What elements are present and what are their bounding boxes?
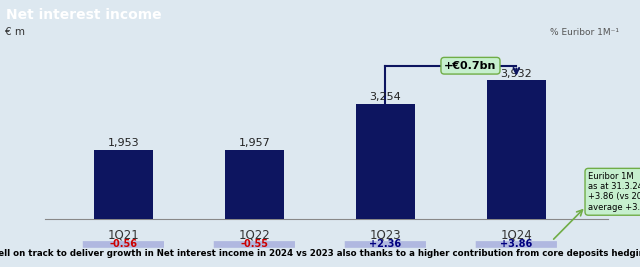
FancyBboxPatch shape — [345, 241, 426, 248]
Text: +€0.7bn: +€0.7bn — [444, 61, 497, 71]
Text: +2.36: +2.36 — [369, 239, 401, 249]
Text: Net interest income: Net interest income — [6, 9, 162, 22]
Bar — [94, 150, 153, 219]
Text: 1,953: 1,953 — [108, 138, 139, 148]
Text: Euribor 1M
as at 31.3.24:
+3.86 (vs 2023
average +3.24): Euribor 1M as at 31.3.24: +3.86 (vs 2023… — [588, 172, 640, 212]
FancyBboxPatch shape — [476, 241, 557, 248]
Text: Well on track to deliver growth in Net interest income in 2024 vs 2023 also than: Well on track to deliver growth in Net i… — [0, 249, 640, 258]
Text: % Euribor 1M⁻¹: % Euribor 1M⁻¹ — [550, 28, 620, 37]
Text: +3.86: +3.86 — [500, 239, 532, 249]
Text: 3,932: 3,932 — [500, 69, 532, 78]
Bar — [487, 80, 546, 219]
Text: € m: € m — [5, 27, 26, 37]
FancyBboxPatch shape — [214, 241, 295, 248]
Bar — [356, 104, 415, 219]
Text: 1,957: 1,957 — [239, 138, 270, 148]
Text: 3,254: 3,254 — [369, 92, 401, 102]
Bar — [225, 150, 284, 219]
Text: -0.56: -0.56 — [109, 239, 138, 249]
FancyBboxPatch shape — [83, 241, 164, 248]
Text: -0.55: -0.55 — [241, 239, 268, 249]
